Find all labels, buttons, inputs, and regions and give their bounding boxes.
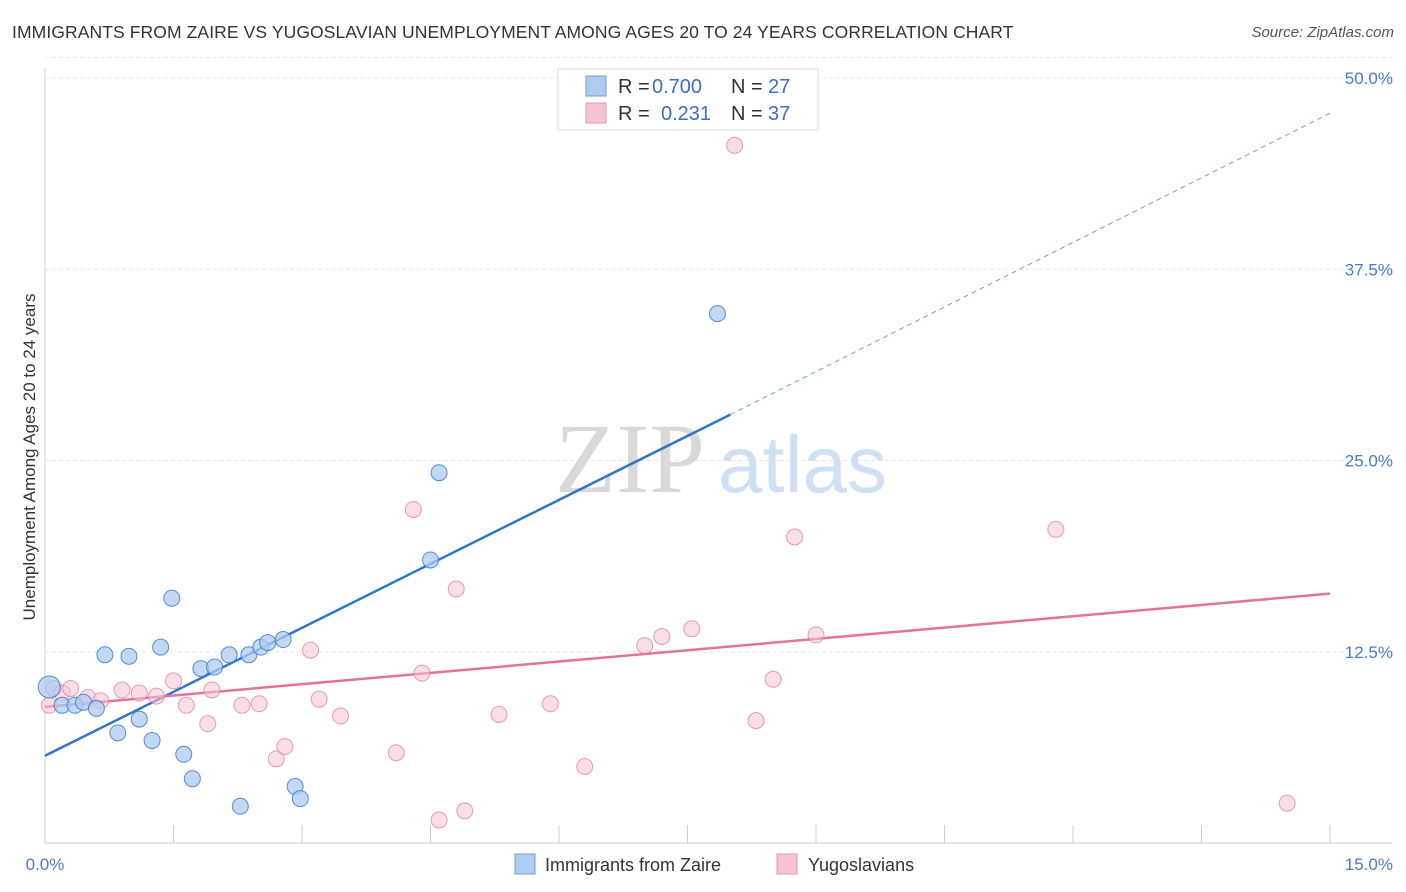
point-yugo-9 <box>165 672 182 690</box>
point-yugo-18 <box>310 690 328 708</box>
legend-swatch-zaire <box>585 75 607 97</box>
point-zaire-6 <box>109 724 127 742</box>
point-zaire-18 <box>240 646 258 664</box>
bottom-legend-swatch-yugo <box>776 853 798 875</box>
point-yugo-25 <box>456 802 474 820</box>
y-tick-label-0: 12.5% <box>1345 643 1393 662</box>
point-zaire-0 <box>37 675 61 699</box>
legend-n-label-yugo: N = <box>731 103 763 125</box>
point-zaire-11 <box>163 589 181 607</box>
point-zaire-24 <box>422 551 439 569</box>
point-zaire-4 <box>87 699 105 717</box>
point-yugo-8 <box>147 687 165 705</box>
point-yugo-3 <box>62 679 80 697</box>
point-yugo-34 <box>764 670 782 688</box>
legend-n-label-zaire: N = <box>731 76 763 98</box>
point-yugo-26 <box>490 705 508 723</box>
point-yugo-19 <box>332 707 350 725</box>
point-zaire-25 <box>430 464 448 482</box>
point-yugo-11 <box>199 715 217 733</box>
point-zaire-8 <box>130 710 148 728</box>
legend-n-value-yugo: 37 <box>768 103 790 125</box>
x-tick-labels: 0.0% 15.0% <box>26 855 1393 874</box>
y-tick-label-1: 25.0% <box>1345 452 1393 471</box>
point-yugo-32 <box>726 136 744 154</box>
legend-r-label-yugo: R = <box>618 103 650 125</box>
watermark: ZIP atlas <box>555 403 887 514</box>
point-yugo-28 <box>576 758 594 775</box>
point-yugo-10 <box>177 696 195 714</box>
point-zaire-12 <box>175 745 193 763</box>
chart-title: IMMIGRANTS FROM ZAIRE VS YUGOSLAVIAN UNE… <box>12 22 1014 42</box>
point-yugo-29 <box>636 637 654 655</box>
point-yugo-23 <box>430 811 448 829</box>
point-yugo-38 <box>1278 794 1296 812</box>
point-yugo-21 <box>404 500 422 518</box>
correlation-legend: R = 0.700 N = 27 R = 0.231 N = 37 <box>557 68 819 131</box>
grid-lines <box>45 56 1392 653</box>
trend-line-zaire-extension <box>730 112 1331 416</box>
point-yugo-37 <box>1047 520 1065 538</box>
point-yugo-14 <box>250 695 268 713</box>
point-yugo-7 <box>130 684 148 702</box>
series-legend: Immigrants from Zaire Yugoslavians <box>514 853 914 875</box>
point-zaire-21 <box>274 631 292 649</box>
point-zaire-15 <box>206 658 224 676</box>
point-yugo-6 <box>113 681 131 699</box>
point-yugo-16 <box>276 738 294 756</box>
point-zaire-17 <box>231 797 249 815</box>
point-yugo-13 <box>233 696 251 714</box>
legend-swatch-yugo <box>585 102 607 124</box>
legend-n-value-zaire: 27 <box>768 76 790 98</box>
point-zaire-23 <box>291 790 309 808</box>
point-yugo-22 <box>413 664 431 682</box>
axes <box>44 68 1392 844</box>
x-tick-label-1: 15.0% <box>1345 855 1393 874</box>
point-yugo-12 <box>203 681 221 699</box>
legend-r-value-zaire: 0.700 <box>652 76 702 98</box>
point-zaire-26 <box>708 305 726 323</box>
point-yugo-17 <box>302 641 320 659</box>
point-zaire-7 <box>120 647 138 665</box>
point-yugo-15 <box>267 750 285 768</box>
point-yugo-30 <box>653 627 671 645</box>
watermark-atlas: atlas <box>718 420 887 509</box>
bottom-legend-label-yugo: Yugoslavians <box>808 855 914 875</box>
point-yugo-24 <box>447 580 465 598</box>
point-zaire-10 <box>152 638 170 656</box>
point-yugo-20 <box>387 744 405 762</box>
watermark-zip: ZIP <box>555 403 705 514</box>
y-tick-label-3: 50.0% <box>1345 69 1393 88</box>
trend-line-zaire <box>44 413 731 757</box>
point-yugo-33 <box>747 712 765 730</box>
x-tick-label-0: 0.0% <box>26 855 65 874</box>
y-axis-label: Unemployment Among Ages 20 to 24 years <box>20 294 39 621</box>
legend-r-value-yugo: 0.231 <box>661 103 711 125</box>
trend-line-yugo <box>44 592 1331 709</box>
point-zaire-20 <box>259 634 277 652</box>
y-tick-label-2: 37.5% <box>1345 260 1393 279</box>
point-yugo-27 <box>541 695 559 713</box>
point-zaire-5 <box>96 646 114 664</box>
point-yugo-36 <box>807 626 825 644</box>
bottom-legend-label-zaire: Immigrants from Zaire <box>545 855 721 875</box>
data-points <box>37 136 1296 829</box>
bottom-legend-swatch-zaire <box>514 853 536 875</box>
point-zaire-16 <box>220 646 238 664</box>
point-yugo-35 <box>786 528 804 546</box>
point-zaire-9 <box>143 731 161 749</box>
y-tick-labels: 12.5% 25.0% 37.5% 50.0% <box>1345 69 1393 662</box>
source-label: Source: ZipAtlas.com <box>1251 24 1394 41</box>
legend-r-label-zaire: R = <box>618 76 650 98</box>
point-yugo-31 <box>683 620 701 638</box>
point-zaire-13 <box>183 770 201 788</box>
